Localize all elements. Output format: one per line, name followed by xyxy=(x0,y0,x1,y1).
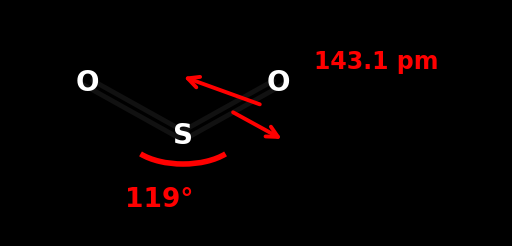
Text: S: S xyxy=(173,122,193,150)
Text: O: O xyxy=(76,69,99,97)
Text: 119°: 119° xyxy=(125,187,194,213)
Text: 143.1 pm: 143.1 pm xyxy=(314,50,438,74)
Text: O: O xyxy=(267,69,290,97)
